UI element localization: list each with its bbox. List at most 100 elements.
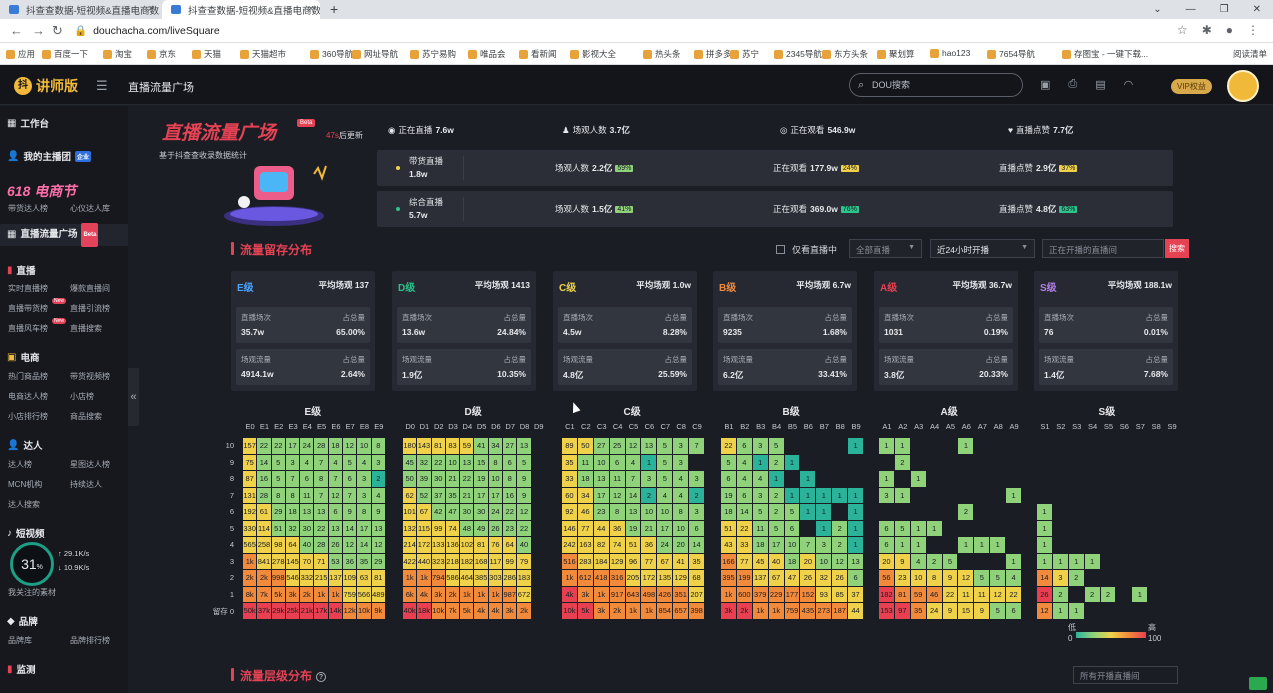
sidebar-item-my-team[interactable]: 👤 我的主播团 企业: [7, 149, 91, 163]
heatmap-cell[interactable]: [532, 521, 545, 537]
heatmap-cell[interactable]: 214: [403, 537, 417, 553]
heatmap-cell[interactable]: 1: [800, 487, 816, 503]
heatmap-cell[interactable]: [1006, 455, 1021, 471]
heatmap-cell[interactable]: 489: [371, 586, 385, 602]
bookmark-item[interactable]: 存图宝 - 一键下载...: [1062, 48, 1148, 60]
heatmap-cell[interactable]: 1k: [768, 603, 784, 619]
heatmap-cell[interactable]: 18k: [417, 603, 431, 619]
heatmap-cell[interactable]: 44: [593, 520, 609, 536]
bookmark-item[interactable]: 东方头条: [822, 48, 868, 60]
heatmap-cell[interactable]: [832, 455, 847, 471]
heatmap-cell[interactable]: [927, 504, 942, 520]
heatmap-cell[interactable]: 2k: [517, 603, 531, 619]
heatmap-cell[interactable]: 163: [577, 537, 593, 553]
heatmap-cell[interactable]: [1116, 471, 1131, 487]
sidebar-link[interactable]: 商品搜索: [70, 412, 102, 421]
heatmap-cell[interactable]: 9: [942, 603, 958, 619]
heatmap-cell[interactable]: [1148, 488, 1163, 504]
heatmap-cell[interactable]: 2: [832, 537, 848, 553]
heatmap-cell[interactable]: [911, 488, 926, 504]
heatmap-cell[interactable]: 6: [689, 520, 705, 536]
heatmap-cell[interactable]: 13: [300, 504, 314, 520]
heatmap-cell[interactable]: [974, 488, 989, 504]
heatmap-cell[interactable]: 1k: [721, 586, 736, 602]
heatmap-cell[interactable]: 5: [657, 438, 673, 454]
heatmap-cell[interactable]: 4: [673, 487, 689, 503]
heatmap-cell[interactable]: [974, 438, 989, 454]
heatmap-cell[interactable]: 37: [431, 487, 445, 503]
heatmap-cell[interactable]: 14: [689, 537, 705, 553]
heatmap-cell[interactable]: 136: [445, 537, 460, 553]
heatmap-cell[interactable]: 184: [593, 553, 609, 569]
heatmap-cell[interactable]: [816, 455, 831, 471]
heatmap-cell[interactable]: 41: [474, 438, 488, 454]
heatmap-cell[interactable]: 1: [1068, 603, 1084, 619]
heatmap-cell[interactable]: [1116, 521, 1131, 537]
heatmap-cell[interactable]: 157: [243, 438, 257, 454]
heatmap-cell[interactable]: 13: [593, 471, 609, 487]
sidebar-link[interactable]: 实时直播榜: [8, 284, 48, 293]
heatmap-cell[interactable]: [1053, 438, 1068, 454]
heatmap-cell[interactable]: 917: [609, 586, 625, 602]
heatmap-cell[interactable]: [1116, 587, 1131, 603]
heatmap-cell[interactable]: 498: [641, 586, 657, 602]
heatmap-cell[interactable]: 114: [257, 520, 271, 536]
heatmap-cell[interactable]: 3: [357, 471, 371, 487]
heatmap-cell[interactable]: 1: [784, 487, 800, 503]
heatmap-cell[interactable]: [1085, 603, 1100, 619]
heatmap-cell[interactable]: [927, 537, 942, 553]
heatmap-cell[interactable]: 5: [942, 553, 958, 569]
heatmap-cell[interactable]: 1: [926, 520, 942, 536]
heatmap-cell[interactable]: 39: [417, 471, 431, 487]
heatmap-cell[interactable]: 20: [879, 553, 894, 569]
heatmap-cell[interactable]: 7: [689, 438, 705, 454]
heatmap-cell[interactable]: 145: [285, 553, 300, 569]
heatmap-cell[interactable]: 13: [641, 438, 657, 454]
heatmap-cell[interactable]: 9: [343, 504, 357, 520]
heatmap-cell[interactable]: 258: [257, 537, 271, 553]
heatmap-cell[interactable]: [1085, 570, 1100, 586]
heatmap-cell[interactable]: [1069, 587, 1084, 603]
heatmap-cell[interactable]: 1: [894, 537, 910, 553]
heatmap-cell[interactable]: 2: [958, 504, 974, 520]
heatmap-cell[interactable]: 6: [503, 454, 517, 470]
bookmark-item[interactable]: 影视大全: [570, 48, 616, 60]
heatmap-cell[interactable]: 205: [625, 570, 641, 586]
heatmap-cell[interactable]: 854: [657, 603, 673, 619]
heatmap-cell[interactable]: 1: [879, 471, 894, 487]
heatmap-cell[interactable]: 2: [768, 487, 784, 503]
heatmap-cell[interactable]: 273: [816, 603, 832, 619]
heatmap-cell[interactable]: [532, 587, 545, 603]
heatmap-cell[interactable]: [895, 504, 910, 520]
heatmap-cell[interactable]: 53: [328, 553, 343, 569]
bookmark-item[interactable]: hao123: [930, 48, 970, 58]
bookmark-item[interactable]: 天猫: [192, 48, 221, 60]
heatmap-cell[interactable]: 13: [848, 553, 864, 569]
heatmap-cell[interactable]: 8: [371, 438, 385, 454]
heatmap-cell[interactable]: [1101, 554, 1116, 570]
heatmap-cell[interactable]: [1164, 603, 1179, 619]
heatmap-cell[interactable]: 6: [721, 471, 736, 487]
heatmap-cell[interactable]: 6: [343, 471, 357, 487]
heatmap-cell[interactable]: 5: [990, 570, 1006, 586]
heatmap-cell[interactable]: 129: [609, 553, 625, 569]
heatmap-cell[interactable]: 435: [800, 603, 816, 619]
heatmap-cell[interactable]: 1: [848, 504, 864, 520]
favorites-icon[interactable]: ▣: [1040, 79, 1051, 91]
profile-icon[interactable]: ●: [1225, 23, 1233, 37]
heatmap-cell[interactable]: [1132, 438, 1147, 454]
heatmap-cell[interactable]: 2k: [609, 603, 625, 619]
heatmap-cell[interactable]: 41: [673, 553, 689, 569]
heatmap-cell[interactable]: 1k: [562, 570, 577, 586]
heatmap-cell[interactable]: 109: [343, 570, 357, 586]
heatmap-cell[interactable]: 22: [942, 586, 958, 602]
heatmap-cell[interactable]: 18: [752, 537, 768, 553]
heatmap-cell[interactable]: 11: [958, 586, 974, 602]
heatmap-cell[interactable]: 6: [784, 520, 800, 536]
heatmap-cell[interactable]: 351: [673, 586, 689, 602]
heatmap-cell[interactable]: 82: [593, 537, 609, 553]
heatmap-cell[interactable]: 1: [1037, 537, 1052, 553]
heatmap-cell[interactable]: 25k: [285, 603, 300, 619]
sidebar-link[interactable]: 直播带货榜: [8, 304, 48, 313]
heatmap-cell[interactable]: 14: [343, 520, 357, 536]
